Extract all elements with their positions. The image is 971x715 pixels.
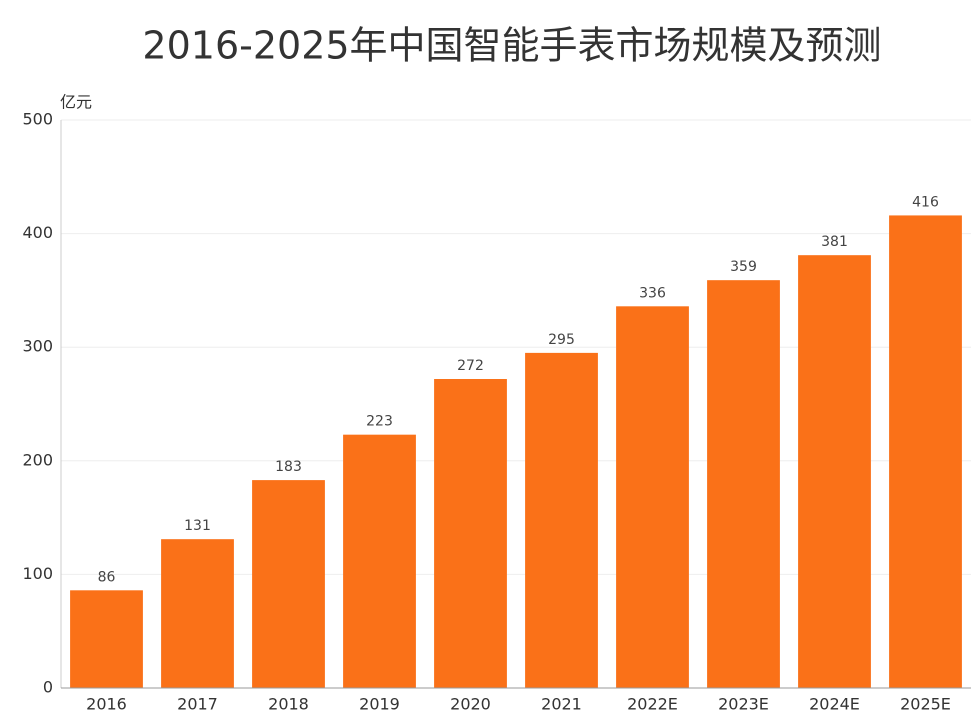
value-label: 223: [366, 414, 393, 430]
value-label: 183: [275, 459, 302, 475]
x-tick-label: 2017: [177, 695, 218, 714]
bar: [525, 352, 598, 688]
bar: [616, 306, 689, 688]
value-label: 131: [184, 518, 211, 534]
bar: [798, 255, 871, 688]
value-label: 86: [98, 569, 116, 585]
y-tick-label: 0: [43, 678, 53, 697]
x-tick-label: 2023E: [718, 695, 769, 714]
y-tick-label: 200: [22, 450, 53, 469]
x-tick-label: 2016: [86, 695, 127, 714]
bar: [343, 434, 416, 688]
value-label: 416: [912, 194, 939, 210]
y-tick-label: 100: [22, 564, 53, 583]
x-tick-label: 2020: [450, 695, 491, 714]
y-tick-label: 500: [22, 110, 53, 129]
chart-title: 2016-2025年中国智能手表市场规模及预测: [142, 24, 881, 68]
y-tick-label: 300: [22, 337, 53, 356]
value-label: 359: [730, 259, 757, 275]
x-tick-label: 2025E: [900, 695, 951, 714]
value-label: 272: [457, 358, 484, 374]
bar: [434, 379, 507, 688]
x-tick-label: 2018: [268, 695, 309, 714]
bar: [707, 280, 780, 688]
bar: [252, 480, 325, 688]
bar: [161, 539, 234, 688]
value-label: 381: [821, 234, 848, 250]
bar: [889, 215, 962, 688]
x-tick-label: 2022E: [627, 695, 678, 714]
x-tick-label: 2024E: [809, 695, 860, 714]
bar: [70, 590, 143, 688]
value-label: 336: [639, 285, 666, 301]
value-label: 295: [548, 332, 575, 348]
x-tick-label: 2021: [541, 695, 582, 714]
y-axis-label: 亿元: [60, 93, 92, 112]
x-tick-label: 2019: [359, 695, 400, 714]
y-tick-label: 400: [22, 223, 53, 242]
